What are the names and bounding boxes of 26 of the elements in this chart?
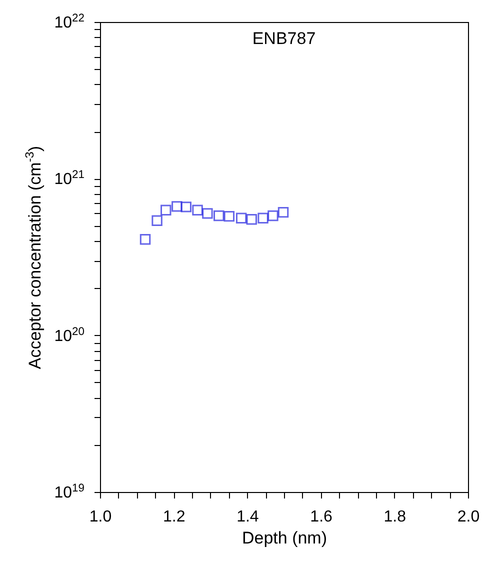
point <box>278 206 289 218</box>
point <box>180 202 192 212</box>
x-tick-label: 1.2 <box>162 508 186 526</box>
point <box>236 212 247 224</box>
point <box>268 210 278 222</box>
y-tick-label: 10$^{21}$ <box>54 169 84 188</box>
chart-title: ENB787 <box>252 29 316 48</box>
y-tick-label: 10$^{19}$ <box>54 482 84 502</box>
x-tick-label: 1.4 <box>236 508 259 526</box>
point <box>202 208 213 219</box>
point <box>140 234 151 245</box>
x-tick-label: 1.8 <box>384 508 406 526</box>
y-tick-label: 10$^{22}$ <box>54 12 84 32</box>
point <box>192 204 203 216</box>
x-axis-title: Depth (nm) <box>242 528 328 548</box>
x-tick-label: 1.0 <box>89 508 112 526</box>
x-tick-label: 1.6 <box>310 508 333 526</box>
y-tick-label: 10$^{20}$ <box>54 326 84 345</box>
point <box>214 210 224 222</box>
x-tick-label: 2.0 <box>457 508 480 526</box>
point <box>224 210 235 222</box>
point <box>246 214 257 225</box>
point <box>152 215 162 226</box>
point <box>172 201 182 212</box>
point <box>160 204 172 216</box>
point <box>258 212 268 224</box>
